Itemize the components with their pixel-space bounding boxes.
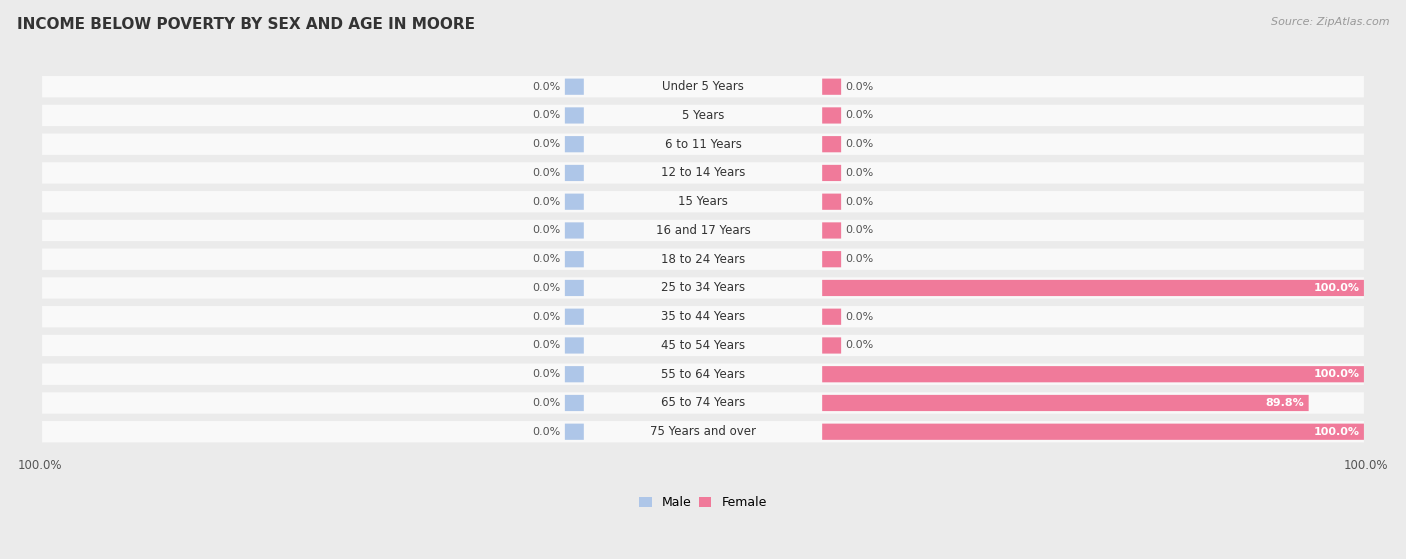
FancyBboxPatch shape <box>42 277 1364 299</box>
FancyBboxPatch shape <box>42 191 1364 212</box>
Text: 0.0%: 0.0% <box>533 139 561 149</box>
Text: 0.0%: 0.0% <box>845 254 873 264</box>
Text: 0.0%: 0.0% <box>533 283 561 293</box>
Text: 89.8%: 89.8% <box>1265 398 1305 408</box>
FancyBboxPatch shape <box>565 193 583 210</box>
FancyBboxPatch shape <box>42 335 1364 356</box>
Text: 0.0%: 0.0% <box>533 225 561 235</box>
FancyBboxPatch shape <box>42 220 1364 241</box>
FancyBboxPatch shape <box>565 222 583 239</box>
Text: 0.0%: 0.0% <box>533 312 561 322</box>
Text: 75 Years and over: 75 Years and over <box>650 425 756 438</box>
FancyBboxPatch shape <box>565 424 583 440</box>
Text: 18 to 24 Years: 18 to 24 Years <box>661 253 745 266</box>
Text: 0.0%: 0.0% <box>845 82 873 92</box>
FancyBboxPatch shape <box>565 366 583 382</box>
Text: 0.0%: 0.0% <box>533 111 561 120</box>
Text: 0.0%: 0.0% <box>845 340 873 350</box>
Text: 0.0%: 0.0% <box>533 369 561 379</box>
FancyBboxPatch shape <box>823 424 1364 440</box>
FancyBboxPatch shape <box>823 366 1364 382</box>
FancyBboxPatch shape <box>42 162 1364 183</box>
FancyBboxPatch shape <box>42 76 1364 97</box>
FancyBboxPatch shape <box>823 251 841 267</box>
Text: 45 to 54 Years: 45 to 54 Years <box>661 339 745 352</box>
Text: 100.0%: 100.0% <box>1313 369 1360 379</box>
FancyBboxPatch shape <box>42 363 1364 385</box>
FancyBboxPatch shape <box>565 107 583 124</box>
Text: Under 5 Years: Under 5 Years <box>662 80 744 93</box>
FancyBboxPatch shape <box>42 421 1364 442</box>
FancyBboxPatch shape <box>823 136 841 152</box>
FancyBboxPatch shape <box>823 165 841 181</box>
FancyBboxPatch shape <box>42 134 1364 155</box>
Text: 0.0%: 0.0% <box>533 398 561 408</box>
Text: 65 to 74 Years: 65 to 74 Years <box>661 396 745 410</box>
Text: 100.0%: 100.0% <box>1313 283 1360 293</box>
FancyBboxPatch shape <box>42 249 1364 270</box>
FancyBboxPatch shape <box>42 306 1364 328</box>
Text: 0.0%: 0.0% <box>845 111 873 120</box>
Text: 35 to 44 Years: 35 to 44 Years <box>661 310 745 323</box>
FancyBboxPatch shape <box>823 79 841 95</box>
Text: 0.0%: 0.0% <box>533 197 561 207</box>
Text: 6 to 11 Years: 6 to 11 Years <box>665 138 741 151</box>
FancyBboxPatch shape <box>823 309 841 325</box>
Legend: Male, Female: Male, Female <box>640 496 766 509</box>
FancyBboxPatch shape <box>42 105 1364 126</box>
FancyBboxPatch shape <box>823 222 841 239</box>
Text: 100.0%: 100.0% <box>1313 427 1360 437</box>
FancyBboxPatch shape <box>823 395 1309 411</box>
Text: 0.0%: 0.0% <box>845 225 873 235</box>
Text: 0.0%: 0.0% <box>845 197 873 207</box>
Text: 16 and 17 Years: 16 and 17 Years <box>655 224 751 237</box>
Text: 0.0%: 0.0% <box>533 427 561 437</box>
Text: 0.0%: 0.0% <box>533 340 561 350</box>
FancyBboxPatch shape <box>565 338 583 354</box>
Text: INCOME BELOW POVERTY BY SEX AND AGE IN MOORE: INCOME BELOW POVERTY BY SEX AND AGE IN M… <box>17 17 475 32</box>
FancyBboxPatch shape <box>823 193 841 210</box>
FancyBboxPatch shape <box>565 280 583 296</box>
Text: 0.0%: 0.0% <box>845 312 873 322</box>
Text: 0.0%: 0.0% <box>533 254 561 264</box>
Text: 55 to 64 Years: 55 to 64 Years <box>661 368 745 381</box>
Text: 0.0%: 0.0% <box>533 168 561 178</box>
Text: 100.0%: 100.0% <box>18 459 62 472</box>
Text: Source: ZipAtlas.com: Source: ZipAtlas.com <box>1271 17 1389 27</box>
FancyBboxPatch shape <box>565 395 583 411</box>
FancyBboxPatch shape <box>565 79 583 95</box>
FancyBboxPatch shape <box>565 251 583 267</box>
Text: 0.0%: 0.0% <box>533 82 561 92</box>
FancyBboxPatch shape <box>565 136 583 152</box>
Text: 0.0%: 0.0% <box>845 139 873 149</box>
Text: 0.0%: 0.0% <box>845 168 873 178</box>
Text: 100.0%: 100.0% <box>1344 459 1388 472</box>
FancyBboxPatch shape <box>823 107 841 124</box>
Text: 15 Years: 15 Years <box>678 195 728 208</box>
FancyBboxPatch shape <box>42 392 1364 414</box>
Text: 5 Years: 5 Years <box>682 109 724 122</box>
FancyBboxPatch shape <box>823 338 841 354</box>
Text: 12 to 14 Years: 12 to 14 Years <box>661 167 745 179</box>
Text: 25 to 34 Years: 25 to 34 Years <box>661 282 745 295</box>
FancyBboxPatch shape <box>823 280 1364 296</box>
FancyBboxPatch shape <box>565 165 583 181</box>
FancyBboxPatch shape <box>565 309 583 325</box>
